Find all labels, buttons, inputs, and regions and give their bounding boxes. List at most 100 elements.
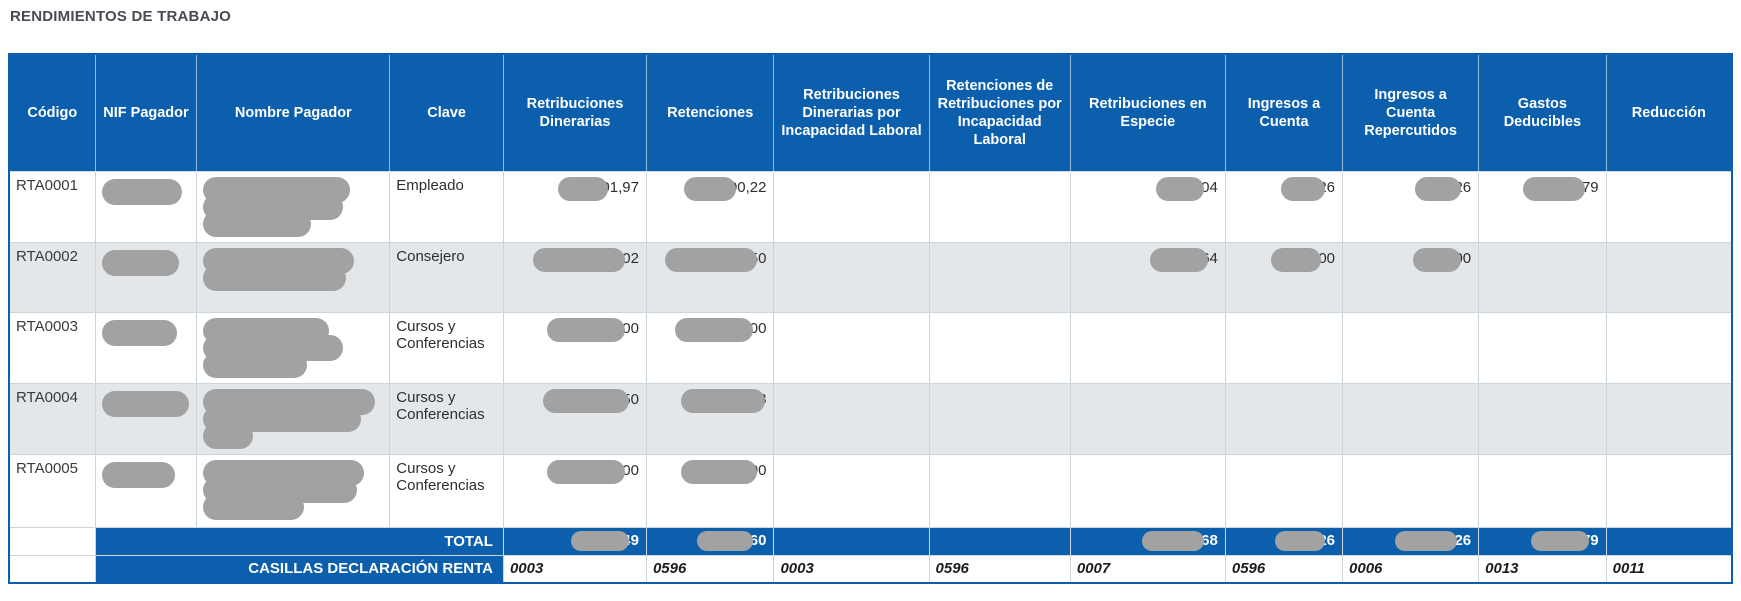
column-header-ingresos_cuenta_rep: Ingresos a Cuenta Repercutidos bbox=[1342, 54, 1480, 171]
cell-ret_especie: 64 bbox=[1069, 241, 1226, 313]
column-header-gastos_deducibles: Gastos Deducibles bbox=[1478, 54, 1607, 171]
redaction-blob bbox=[683, 176, 736, 201]
table-row-RTA0003: RTA0003 Cursos y Conferencias ,00,00 bbox=[8, 311, 1733, 384]
redaction-blob bbox=[101, 390, 190, 417]
redaction-blob bbox=[680, 459, 757, 484]
cell-retenciones_incap bbox=[928, 382, 1071, 455]
column-header-codigo: Código bbox=[8, 54, 96, 171]
cell-nombre-pagador-redacted bbox=[196, 170, 391, 243]
column-header-nombre: Nombre Pagador bbox=[196, 54, 391, 171]
redaction-blob bbox=[571, 531, 630, 551]
column-header-clave: Clave bbox=[389, 54, 504, 171]
total-cell-ingresos_cuenta: 26 bbox=[1224, 526, 1344, 556]
column-header-reduccion: Reducción bbox=[1605, 54, 1733, 171]
cell-retenciones: 00 bbox=[645, 453, 775, 528]
cell-retenciones_incap bbox=[928, 170, 1071, 243]
cell-reduccion bbox=[1605, 241, 1733, 313]
redaction-blob bbox=[558, 176, 609, 201]
cell-gastos_deducibles bbox=[1478, 453, 1607, 528]
cell-ingresos_cuenta: ,00 bbox=[1224, 241, 1344, 313]
cell-value-fragment: 01,97 bbox=[601, 179, 639, 197]
rendimientos-trabajo-table: Código NIF Pagador Nombre Pagador Clave Retr… bbox=[8, 53, 1733, 584]
casilla-code-reduccion: 0011 bbox=[1605, 554, 1733, 584]
cell-ret_din_incap bbox=[773, 382, 930, 455]
casilla-code-ret_especie: 0007 bbox=[1069, 554, 1226, 584]
total-cell-ret_especie: ,68 bbox=[1069, 526, 1226, 556]
cell-clave: Cursos y Conferencias bbox=[389, 382, 504, 455]
table-header: Código NIF Pagador Nombre Pagador Clave Retr… bbox=[8, 54, 1733, 171]
cell-nif-pagador-redacted bbox=[94, 311, 198, 384]
casillas-declaracion-renta-row: CASILLAS DECLARACIÓN RENTA 0003 0596 0003 05… bbox=[8, 554, 1733, 584]
redaction-blob bbox=[203, 351, 308, 378]
total-cell-retenciones: ,60 bbox=[645, 526, 775, 556]
casilla-code-retenciones_incap: 0596 bbox=[928, 554, 1071, 584]
cell-ingresos_cuenta bbox=[1224, 453, 1344, 528]
cell-gastos_deducibles bbox=[1478, 311, 1607, 384]
cell-gastos_deducibles bbox=[1478, 241, 1607, 313]
redaction-blob bbox=[203, 210, 311, 237]
casilla-code-ingresos_cuenta: 0596 bbox=[1224, 554, 1344, 584]
total-cell-reduccion bbox=[1605, 526, 1733, 556]
redaction-blob bbox=[696, 531, 753, 551]
redaction-blob bbox=[1522, 176, 1585, 201]
column-header-ingresos_cuenta: Ingresos a Cuenta bbox=[1224, 54, 1344, 171]
redaction-blob bbox=[547, 317, 626, 342]
column-header-ret_din_incap: Retribuciones Dinerarias por Incapacidad… bbox=[773, 54, 930, 171]
casilla-code-ret_din_incap: 0003 bbox=[773, 554, 930, 584]
cell-ingresos_cuenta_rep bbox=[1342, 311, 1480, 384]
cell-ret_especie bbox=[1069, 311, 1226, 384]
cell-nif-pagador-redacted bbox=[94, 241, 198, 313]
redaction-blob bbox=[101, 178, 183, 205]
table-row-RTA0004: RTA0004 Cursos y Conferencias508 bbox=[8, 382, 1733, 455]
cell-ret_din_incap bbox=[773, 170, 930, 243]
cell-codigo: RTA0005 bbox=[8, 453, 96, 528]
redaction-blob bbox=[674, 317, 753, 342]
cell-reduccion bbox=[1605, 453, 1733, 528]
cell-nif-pagador-redacted bbox=[94, 382, 198, 455]
redaction-blob bbox=[1281, 176, 1326, 201]
cell-ret_especie: ,04 bbox=[1069, 170, 1226, 243]
cell-retenciones: ,00 bbox=[645, 311, 775, 384]
cell-ret_din_incap bbox=[773, 241, 930, 313]
casilla-code-ret_dinerarias: 0003 bbox=[502, 554, 647, 584]
cell-retenciones: 00,22 bbox=[645, 170, 775, 243]
redaction-blob bbox=[543, 388, 630, 413]
redaction-blob bbox=[101, 319, 178, 346]
cell-reduccion bbox=[1605, 311, 1733, 384]
column-header-retenciones_incap: Retenciones de Retribuciones por Incapac… bbox=[928, 54, 1071, 171]
redaction-blob bbox=[664, 247, 757, 272]
cell-ingresos_cuenta_rep bbox=[1342, 382, 1480, 455]
total-cell-ret_din_incap bbox=[773, 526, 930, 556]
cell-ret_especie bbox=[1069, 453, 1226, 528]
cell-reduccion bbox=[1605, 170, 1733, 243]
cell-codigo: RTA0002 bbox=[8, 241, 96, 313]
redaction-blob bbox=[1271, 247, 1322, 272]
cell-nombre-pagador-redacted bbox=[196, 241, 391, 313]
cell-ingresos_cuenta_rep: 00 bbox=[1342, 241, 1480, 313]
total-label: TOTAL bbox=[94, 526, 504, 556]
cell-ret_dinerarias: ,02 bbox=[502, 241, 647, 313]
cell-retenciones_incap bbox=[928, 241, 1071, 313]
redaction-blob bbox=[547, 459, 626, 484]
cell-ingresos_cuenta bbox=[1224, 382, 1344, 455]
casilla-code-retenciones: 0596 bbox=[645, 554, 775, 584]
redaction-blob bbox=[1275, 531, 1326, 551]
cell-clave: Empleado bbox=[389, 170, 504, 243]
redaction-blob bbox=[1150, 247, 1209, 272]
cell-clave: Cursos y Conferencias bbox=[389, 311, 504, 384]
column-header-ret_especie: Retribuciones en Especie bbox=[1069, 54, 1226, 171]
redaction-blob bbox=[101, 249, 179, 276]
table-row-RTA0001: RTA0001 Empleado 01,97 00,22,04 26 26,79 bbox=[8, 170, 1733, 243]
cell-nif-pagador-redacted bbox=[94, 453, 198, 528]
total-cell-ret_dinerarias: 49 bbox=[502, 526, 647, 556]
cell-ret_dinerarias: 01,97 bbox=[502, 170, 647, 243]
cell-retenciones: 50 bbox=[645, 241, 775, 313]
redaction-blob bbox=[1395, 531, 1458, 551]
redaction-blob bbox=[1413, 247, 1462, 272]
casilla-code-ingresos_cuenta_rep: 0006 bbox=[1342, 554, 1480, 584]
cell-retenciones_incap bbox=[928, 311, 1071, 384]
casilla-code-gastos_deducibles: 0013 bbox=[1478, 554, 1607, 584]
cell-gastos_deducibles: ,79 bbox=[1478, 170, 1607, 243]
cell-ret_din_incap bbox=[773, 453, 930, 528]
column-header-ret_dinerarias: Retribuciones Dinerarias bbox=[502, 54, 647, 171]
